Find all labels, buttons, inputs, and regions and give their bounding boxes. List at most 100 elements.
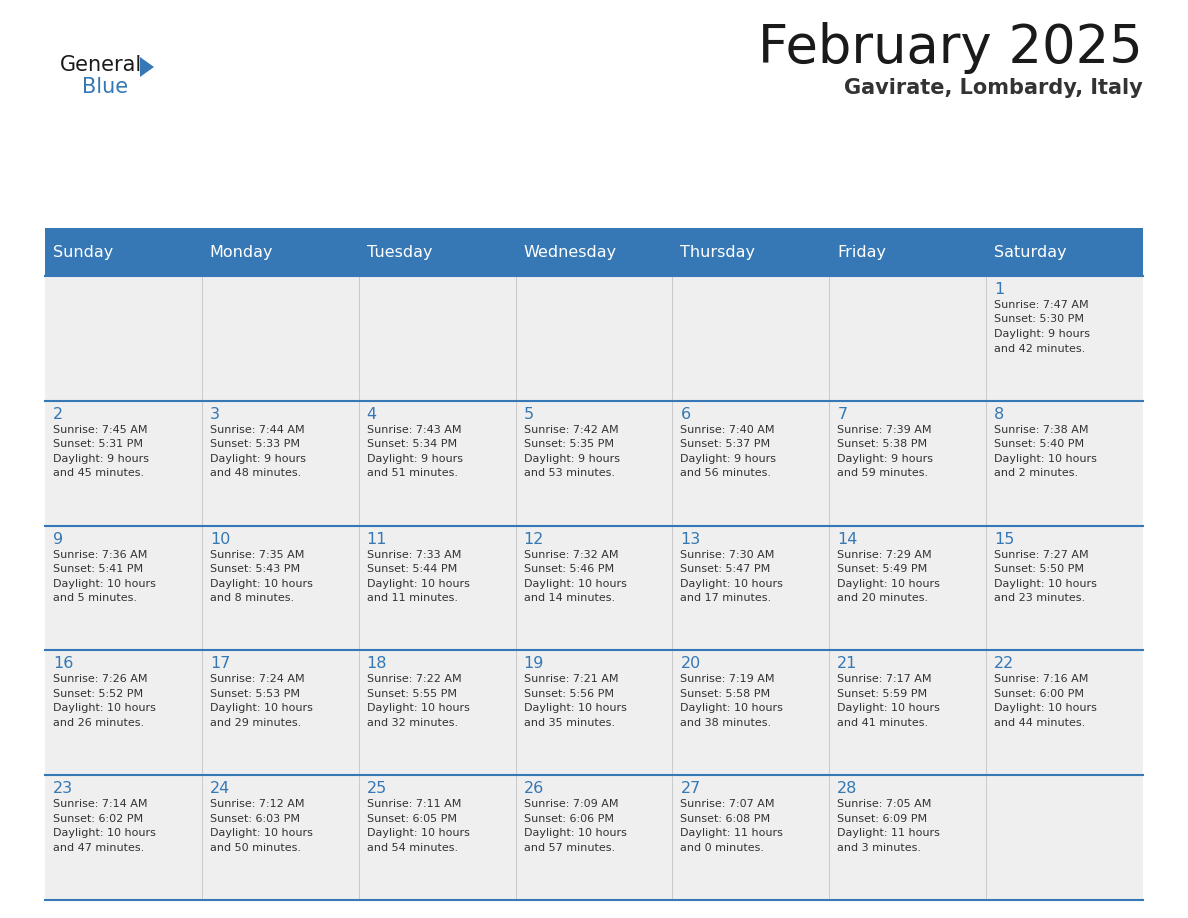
Text: and 51 minutes.: and 51 minutes. [367,468,457,478]
Text: 10: 10 [210,532,230,546]
Text: Daylight: 9 hours: Daylight: 9 hours [210,453,305,464]
Text: Daylight: 10 hours: Daylight: 10 hours [367,578,469,588]
Text: Sunset: 5:49 PM: Sunset: 5:49 PM [838,564,928,574]
Text: Daylight: 10 hours: Daylight: 10 hours [524,828,626,838]
Text: Daylight: 10 hours: Daylight: 10 hours [367,703,469,713]
Text: Daylight: 10 hours: Daylight: 10 hours [210,828,312,838]
Bar [202,276,359,401]
Bar [45,276,202,401]
Bar [516,650,672,775]
Text: Daylight: 10 hours: Daylight: 10 hours [367,828,469,838]
Text: 20: 20 [681,656,701,671]
Text: and 2 minutes.: and 2 minutes. [994,468,1079,478]
Bar [516,401,672,526]
Text: Tuesday: Tuesday [367,244,432,260]
Text: and 20 minutes.: and 20 minutes. [838,593,928,603]
Text: Sunset: 6:06 PM: Sunset: 6:06 PM [524,813,613,823]
Bar [45,650,202,775]
Text: Daylight: 10 hours: Daylight: 10 hours [681,703,783,713]
Text: 21: 21 [838,656,858,671]
Text: Sunset: 5:46 PM: Sunset: 5:46 PM [524,564,614,574]
Text: Sunrise: 7:39 AM: Sunrise: 7:39 AM [838,425,931,435]
Text: Sunrise: 7:44 AM: Sunrise: 7:44 AM [210,425,304,435]
Text: Sunrise: 7:16 AM: Sunrise: 7:16 AM [994,675,1088,685]
Text: Sunset: 5:34 PM: Sunset: 5:34 PM [367,440,457,449]
Text: 28: 28 [838,781,858,796]
Text: Sunrise: 7:40 AM: Sunrise: 7:40 AM [681,425,775,435]
Bar [829,526,986,650]
Text: 13: 13 [681,532,701,546]
Text: Daylight: 10 hours: Daylight: 10 hours [681,578,783,588]
Text: and 47 minutes.: and 47 minutes. [53,843,144,853]
Text: 2: 2 [53,407,63,421]
Text: and 17 minutes.: and 17 minutes. [681,593,771,603]
Text: and 44 minutes.: and 44 minutes. [994,718,1086,728]
Text: and 14 minutes.: and 14 minutes. [524,593,614,603]
Bar [829,650,986,775]
Bar [359,775,516,900]
Text: Sunset: 5:44 PM: Sunset: 5:44 PM [367,564,457,574]
Text: 3: 3 [210,407,220,421]
Text: Blue: Blue [82,77,128,97]
Text: and 54 minutes.: and 54 minutes. [367,843,457,853]
Text: Sunset: 6:00 PM: Sunset: 6:00 PM [994,688,1085,699]
Text: and 29 minutes.: and 29 minutes. [210,718,301,728]
Text: and 56 minutes.: and 56 minutes. [681,468,771,478]
Text: Daylight: 10 hours: Daylight: 10 hours [210,578,312,588]
Text: Sunrise: 7:32 AM: Sunrise: 7:32 AM [524,550,618,560]
Text: 27: 27 [681,781,701,796]
Text: and 8 minutes.: and 8 minutes. [210,593,293,603]
Text: Sunset: 5:52 PM: Sunset: 5:52 PM [53,688,143,699]
Text: 12: 12 [524,532,544,546]
Text: Wednesday: Wednesday [524,244,617,260]
Text: Daylight: 9 hours: Daylight: 9 hours [367,453,462,464]
Text: Sunset: 5:47 PM: Sunset: 5:47 PM [681,564,771,574]
Text: Sunrise: 7:14 AM: Sunrise: 7:14 AM [53,800,147,809]
Bar [672,526,829,650]
Text: Sunrise: 7:29 AM: Sunrise: 7:29 AM [838,550,931,560]
Text: and 0 minutes.: and 0 minutes. [681,843,764,853]
Text: and 42 minutes.: and 42 minutes. [994,343,1086,353]
Bar [359,276,516,401]
Text: Sunset: 5:38 PM: Sunset: 5:38 PM [838,440,928,449]
Text: Sunrise: 7:24 AM: Sunrise: 7:24 AM [210,675,304,685]
Text: and 11 minutes.: and 11 minutes. [367,593,457,603]
Text: Sunrise: 7:12 AM: Sunrise: 7:12 AM [210,800,304,809]
Text: Sunrise: 7:45 AM: Sunrise: 7:45 AM [53,425,147,435]
Bar [986,401,1143,526]
Text: Daylight: 10 hours: Daylight: 10 hours [994,703,1097,713]
Text: 16: 16 [53,656,74,671]
Text: Sunrise: 7:26 AM: Sunrise: 7:26 AM [53,675,147,685]
Bar [202,526,359,650]
Text: Sunset: 5:56 PM: Sunset: 5:56 PM [524,688,613,699]
Text: Sunrise: 7:33 AM: Sunrise: 7:33 AM [367,550,461,560]
Text: Sunrise: 7:36 AM: Sunrise: 7:36 AM [53,550,147,560]
Text: Sunset: 6:09 PM: Sunset: 6:09 PM [838,813,928,823]
Text: 17: 17 [210,656,230,671]
Text: Sunset: 6:03 PM: Sunset: 6:03 PM [210,813,299,823]
Text: Sunrise: 7:09 AM: Sunrise: 7:09 AM [524,800,618,809]
Bar [672,401,829,526]
Text: Daylight: 11 hours: Daylight: 11 hours [681,828,783,838]
Bar [45,228,1143,276]
Text: and 38 minutes.: and 38 minutes. [681,718,771,728]
Text: Sunset: 5:40 PM: Sunset: 5:40 PM [994,440,1085,449]
Text: Sunset: 6:02 PM: Sunset: 6:02 PM [53,813,143,823]
Polygon shape [140,57,154,77]
Text: 5: 5 [524,407,533,421]
Text: and 45 minutes.: and 45 minutes. [53,468,144,478]
Text: 19: 19 [524,656,544,671]
Text: Sunset: 5:59 PM: Sunset: 5:59 PM [838,688,928,699]
Text: Sunset: 5:41 PM: Sunset: 5:41 PM [53,564,143,574]
Text: and 5 minutes.: and 5 minutes. [53,593,137,603]
Text: and 3 minutes.: and 3 minutes. [838,843,921,853]
Bar [829,401,986,526]
Text: Sunrise: 7:21 AM: Sunrise: 7:21 AM [524,675,618,685]
Bar [672,650,829,775]
Text: Sunset: 5:31 PM: Sunset: 5:31 PM [53,440,143,449]
Text: Daylight: 10 hours: Daylight: 10 hours [524,703,626,713]
Text: 7: 7 [838,407,847,421]
Text: Sunrise: 7:43 AM: Sunrise: 7:43 AM [367,425,461,435]
Text: Sunset: 6:08 PM: Sunset: 6:08 PM [681,813,771,823]
Text: Sunset: 6:05 PM: Sunset: 6:05 PM [367,813,456,823]
